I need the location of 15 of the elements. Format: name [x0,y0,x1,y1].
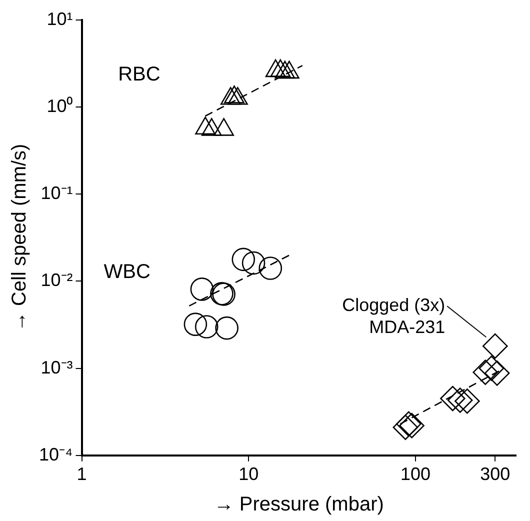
x-tick-label: 100 [400,464,431,484]
text: WBC [104,260,150,283]
y-tick-label: 10⁻⁴ [38,444,73,464]
text: RBC [118,64,160,86]
y-axis-title: → Cell speed (mm/s) [8,144,31,332]
y-tick-label: 10⁻³ [40,357,73,378]
x-tick-label: 1 [76,464,87,484]
annotation: Clogged (3x) MDA-231 [342,295,446,338]
x-tick-label: 10 [238,464,259,484]
x-tick-label: 300 [480,464,510,484]
y-tick-label: 10⁻¹ [40,183,73,204]
y-tick-label: 10¹ [46,8,73,29]
x-axis-title: → Pressure (mbar) [214,494,384,516]
y-tick-label: 10⁰ [46,96,73,116]
y-tick-label: 10⁻² [40,270,73,290]
